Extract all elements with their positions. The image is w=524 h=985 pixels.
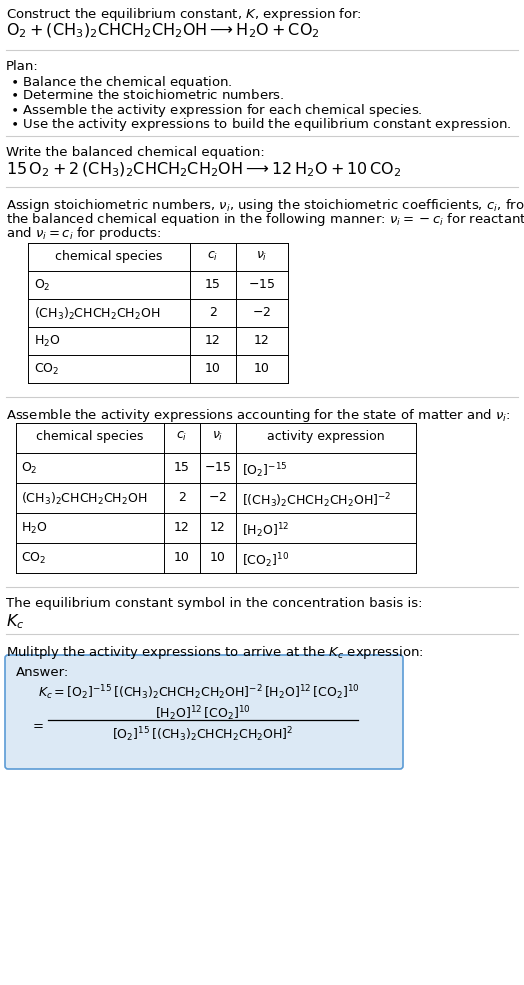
Text: $\bullet$ Use the activity expressions to build the equilibrium constant express: $\bullet$ Use the activity expressions t… xyxy=(10,116,511,133)
Text: $[\mathrm{CO_2}]^{10}$: $[\mathrm{CO_2}]^{10}$ xyxy=(242,551,289,569)
Text: $K_c$: $K_c$ xyxy=(6,612,25,630)
Text: $\mathrm{CO_2}$: $\mathrm{CO_2}$ xyxy=(21,551,46,566)
Text: $15\,\mathrm{O_2} + 2\,(\mathrm{CH_3})_2\mathrm{CHCH_2CH_2OH} \longrightarrow 12: $15\,\mathrm{O_2} + 2\,(\mathrm{CH_3})_2… xyxy=(6,161,401,179)
Text: $(\mathrm{CH_3})_2\mathrm{CHCH_2CH_2OH}$: $(\mathrm{CH_3})_2\mathrm{CHCH_2CH_2OH}$ xyxy=(34,306,160,322)
Text: activity expression: activity expression xyxy=(267,430,385,443)
Text: 12: 12 xyxy=(210,521,226,534)
Text: $[\mathrm{H_2O}]^{12}\,[\mathrm{CO_2}]^{10}$: $[\mathrm{H_2O}]^{12}\,[\mathrm{CO_2}]^{… xyxy=(155,704,251,723)
Text: $\nu_i$: $\nu_i$ xyxy=(256,250,268,263)
Text: $[(\mathrm{CH_3})_2\mathrm{CHCH_2CH_2OH}]^{-2}$: $[(\mathrm{CH_3})_2\mathrm{CHCH_2CH_2OH}… xyxy=(242,491,391,509)
Text: $[\mathrm{O_2}]^{-15}$: $[\mathrm{O_2}]^{-15}$ xyxy=(242,461,288,480)
Text: Plan:: Plan: xyxy=(6,60,39,73)
Text: $[\mathrm{H_2O}]^{12}$: $[\mathrm{H_2O}]^{12}$ xyxy=(242,521,289,540)
Text: Write the balanced chemical equation:: Write the balanced chemical equation: xyxy=(6,146,265,159)
Text: 10: 10 xyxy=(205,362,221,375)
Text: $[\mathrm{O_2}]^{15}\,[(\mathrm{CH_3})_2\mathrm{CHCH_2CH_2OH}]^{2}$: $[\mathrm{O_2}]^{15}\,[(\mathrm{CH_3})_2… xyxy=(112,725,294,744)
Text: 12: 12 xyxy=(254,334,270,347)
Text: chemical species: chemical species xyxy=(56,250,162,263)
Text: $=$: $=$ xyxy=(30,718,44,731)
Text: and $\nu_i = c_i$ for products:: and $\nu_i = c_i$ for products: xyxy=(6,225,161,242)
Text: $c_i$: $c_i$ xyxy=(208,250,219,263)
Text: $\mathrm{O_2}$: $\mathrm{O_2}$ xyxy=(21,461,38,476)
Text: chemical species: chemical species xyxy=(36,430,144,443)
Text: The equilibrium constant symbol in the concentration basis is:: The equilibrium constant symbol in the c… xyxy=(6,597,422,610)
Text: 12: 12 xyxy=(174,521,190,534)
Text: $-2$: $-2$ xyxy=(253,306,271,319)
Text: $c_i$: $c_i$ xyxy=(177,430,188,443)
Text: the balanced chemical equation in the following manner: $\nu_i = -c_i$ for react: the balanced chemical equation in the fo… xyxy=(6,211,524,228)
Text: Assign stoichiometric numbers, $\nu_i$, using the stoichiometric coefficients, $: Assign stoichiometric numbers, $\nu_i$, … xyxy=(6,197,524,214)
Text: 2: 2 xyxy=(209,306,217,319)
Text: $\mathrm{H_2O}$: $\mathrm{H_2O}$ xyxy=(34,334,61,349)
FancyBboxPatch shape xyxy=(5,655,403,769)
Text: $-15$: $-15$ xyxy=(204,461,232,474)
Text: $\mathrm{H_2O}$: $\mathrm{H_2O}$ xyxy=(21,521,48,536)
Text: $K_c = [\mathrm{O_2}]^{-15}\,[(\mathrm{CH_3})_2\mathrm{CHCH_2CH_2OH}]^{-2}\,[\ma: $K_c = [\mathrm{O_2}]^{-15}\,[(\mathrm{C… xyxy=(38,683,360,701)
Text: $\bullet$ Determine the stoichiometric numbers.: $\bullet$ Determine the stoichiometric n… xyxy=(10,88,285,102)
Text: $\mathrm{O_2}$: $\mathrm{O_2}$ xyxy=(34,278,51,294)
Text: $\bullet$ Balance the chemical equation.: $\bullet$ Balance the chemical equation. xyxy=(10,74,233,91)
Text: $\mathrm{O_2 + (CH_3)_2CHCH_2CH_2OH \longrightarrow H_2O + CO_2}$: $\mathrm{O_2 + (CH_3)_2CHCH_2CH_2OH \lon… xyxy=(6,22,320,40)
Text: 15: 15 xyxy=(205,278,221,291)
Text: 2: 2 xyxy=(178,491,186,504)
Text: 10: 10 xyxy=(210,551,226,564)
Text: $-2$: $-2$ xyxy=(209,491,227,504)
Text: $\bullet$ Assemble the activity expression for each chemical species.: $\bullet$ Assemble the activity expressi… xyxy=(10,102,423,119)
Text: 12: 12 xyxy=(205,334,221,347)
Text: Answer:: Answer: xyxy=(16,666,69,679)
Text: Construct the equilibrium constant, $K$, expression for:: Construct the equilibrium constant, $K$,… xyxy=(6,6,362,23)
Text: $-15$: $-15$ xyxy=(248,278,276,291)
Text: $(\mathrm{CH_3})_2\mathrm{CHCH_2CH_2OH}$: $(\mathrm{CH_3})_2\mathrm{CHCH_2CH_2OH}$ xyxy=(21,491,147,507)
Text: 15: 15 xyxy=(174,461,190,474)
Text: $\mathrm{CO_2}$: $\mathrm{CO_2}$ xyxy=(34,362,59,377)
Text: Assemble the activity expressions accounting for the state of matter and $\nu_i$: Assemble the activity expressions accoun… xyxy=(6,407,511,424)
Text: $\nu_i$: $\nu_i$ xyxy=(212,430,224,443)
Text: Mulitply the activity expressions to arrive at the $K_c$ expression:: Mulitply the activity expressions to arr… xyxy=(6,644,424,661)
Text: 10: 10 xyxy=(174,551,190,564)
Text: 10: 10 xyxy=(254,362,270,375)
